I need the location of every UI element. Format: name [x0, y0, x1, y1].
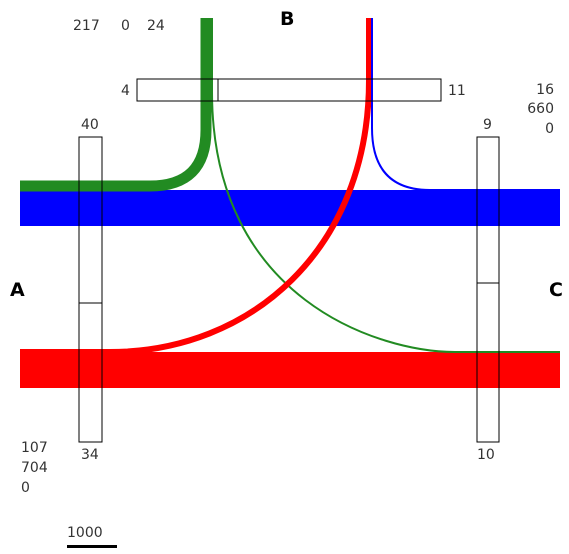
node-b-stat-3: 24 [147, 18, 165, 34]
node-b-bar [136, 78, 442, 102]
node-c-total-3: 0 [545, 121, 554, 137]
node-b-stat-2: 0 [121, 18, 130, 34]
scale-bar [67, 545, 117, 548]
node-b-label: B [280, 8, 294, 30]
node-c-bar [476, 136, 500, 443]
blue-band-a-c [20, 190, 560, 226]
node-c-bar-outline [476, 136, 500, 443]
node-a-bar-outline [78, 136, 103, 443]
node-c-label: C [549, 279, 563, 301]
green-flow-b-c [211, 18, 560, 353]
red-band-a-c [20, 352, 560, 388]
node-a-bar [78, 136, 103, 443]
node-c-total-2: 660 [527, 101, 554, 117]
node-c-bar-top-label: 9 [483, 117, 492, 133]
node-c-total-1: 16 [536, 82, 554, 98]
node-a-total-2: 704 [21, 460, 48, 476]
node-b-stat-1: 217 [73, 18, 100, 34]
node-b-bar-left-label: 4 [121, 83, 130, 99]
blue-flow-b-c [371, 18, 560, 191]
red-flow-b-a [20, 18, 372, 355]
node-b-bar-outline [136, 78, 442, 102]
green-flow-b-a [20, 18, 212, 192]
node-b-bar-right-label: 11 [448, 83, 466, 99]
node-a-bar-bottom-label: 34 [81, 447, 99, 463]
node-a-total-1: 107 [21, 440, 48, 456]
node-a-bar-top-label: 40 [81, 117, 99, 133]
node-c-bar-bottom-label: 10 [477, 447, 495, 463]
node-a-label: A [10, 279, 25, 301]
node-a-total-3: 0 [21, 480, 30, 496]
scale-label: 1000 [67, 525, 103, 541]
